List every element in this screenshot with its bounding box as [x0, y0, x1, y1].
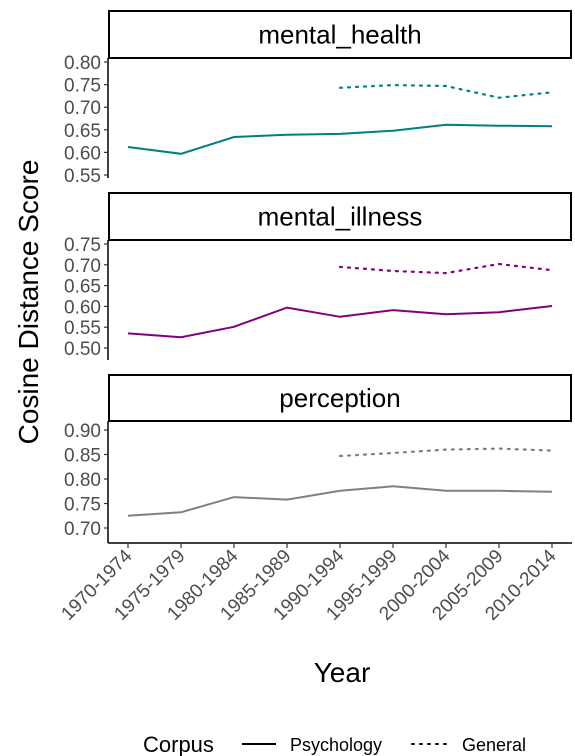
facet-title: mental_health — [258, 20, 421, 50]
y-tick-label: 0.65 — [64, 121, 101, 142]
y-tick-label: 0.70 — [64, 519, 101, 540]
y-tick-label: 0.70 — [64, 256, 101, 277]
y-tick-label: 0.55 — [64, 318, 101, 339]
facet-title: mental_illness — [258, 202, 423, 232]
panel-mental-health: mental_health 0.550.600.650.700.750.80 — [64, 10, 572, 187]
x-axis-title: Year — [314, 657, 371, 688]
y-tick-label: 0.70 — [64, 98, 101, 119]
facet-strip — [108, 374, 572, 422]
facet-strip — [108, 192, 572, 241]
panels-layer: mental_health0.550.600.650.700.750.80men… — [64, 10, 572, 543]
y-tick-label: 0.60 — [64, 297, 101, 318]
facet-title: perception — [279, 383, 400, 413]
y-tick-label: 0.75 — [64, 235, 101, 256]
series-line-general — [338, 83, 554, 99]
y-tick-label: 0.55 — [64, 166, 101, 187]
y-axis-title: Cosine Distance Score — [13, 160, 44, 445]
legend-title: Corpus — [143, 732, 214, 756]
series-line-general — [338, 447, 554, 458]
y-tick-label: 0.80 — [64, 470, 101, 491]
legend-label-psychology: Psychology — [290, 735, 382, 755]
y-tick-label: 0.85 — [64, 446, 101, 467]
series-line-psychology — [127, 123, 553, 155]
y-tick-label: 0.60 — [64, 143, 101, 164]
panel-mental-illness: mental_illness 0.500.550.600.650.700.75 — [64, 192, 572, 360]
y-tick-label: 0.65 — [64, 277, 101, 298]
series-line-psychology — [127, 485, 553, 517]
legend-label-general: General — [462, 735, 526, 755]
x-axis: 1970-19741975-19791980-19841985-19891990… — [57, 542, 572, 625]
legend: Corpus Psychology General — [143, 732, 526, 756]
series-line-psychology — [127, 305, 553, 339]
series-line-general — [338, 262, 554, 275]
facet-strip — [108, 10, 572, 59]
y-tick-label: 0.75 — [64, 76, 101, 97]
panel-perception: perception 0.70 0.75 0.80 0.85 0.90 — [64, 374, 572, 543]
y-tick-label: 0.80 — [64, 53, 101, 74]
y-tick-label: 0.50 — [64, 339, 101, 360]
y-tick-label: 0.75 — [64, 495, 101, 516]
y-tick-label: 0.90 — [64, 421, 101, 442]
